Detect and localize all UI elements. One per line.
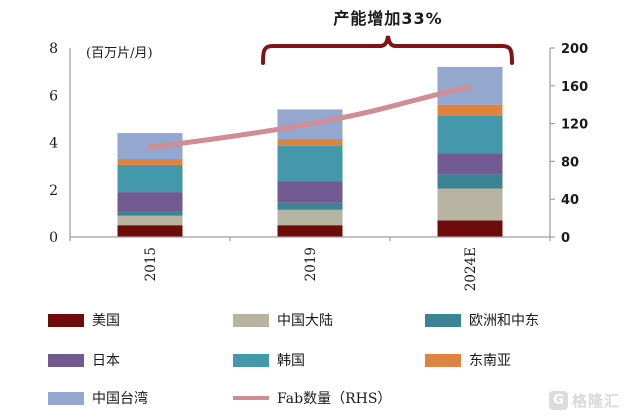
legend-label: 欧洲和中东: [469, 313, 539, 329]
legend-color-swatch: [425, 353, 461, 367]
legend-color-swatch: [48, 313, 84, 327]
bar-segment: [277, 181, 343, 203]
bar-segment: [277, 138, 343, 147]
legend-label: 韩国: [277, 353, 305, 369]
legend-color-swatch: [48, 391, 84, 405]
legend-color-swatch: [233, 313, 269, 327]
bar-segment: [437, 115, 503, 154]
legend-color-swatch: [425, 313, 461, 327]
legend-color-swatch: [48, 353, 84, 367]
legend-item: 中国大陆: [233, 310, 333, 330]
legend-label: 美国: [92, 313, 120, 329]
legend-label: 中国台湾: [92, 391, 148, 407]
legend-label: 日本: [92, 353, 120, 369]
legend-item: Fab数量（RHS）: [233, 388, 391, 408]
x-axis-label: 2024E: [463, 247, 479, 291]
left-axis-tick-label: 4: [49, 136, 58, 152]
legend-item: 美国: [48, 310, 120, 330]
x-axis-label: 2019: [303, 247, 319, 281]
bar-segment: [117, 159, 183, 165]
right-axis-tick-label: 120: [561, 118, 588, 133]
watermark: G 格隆汇: [548, 390, 620, 411]
right-axis-tick-label: 200: [561, 42, 588, 57]
bar-segment: [437, 174, 503, 189]
annotation-title: 产能增加33%: [333, 9, 443, 28]
bar-segment: [277, 209, 343, 226]
legend-item: 韩国: [233, 350, 305, 370]
annotation-brace: [261, 35, 514, 65]
legend-label: 中国大陆: [277, 313, 333, 329]
legend-color-swatch: [233, 353, 269, 367]
bar-segment: [277, 202, 343, 210]
legend-line-swatch: [233, 396, 269, 400]
left-axis-tick-label: 2: [49, 183, 58, 199]
legend-item: 日本: [48, 350, 120, 370]
left-axis-unit-label: (百万片/月): [86, 46, 153, 61]
right-axis-tick-label: 160: [561, 80, 588, 95]
legend-label: Fab数量（RHS）: [277, 391, 392, 407]
bar-segment: [117, 164, 183, 193]
watermark-logo-icon: G: [548, 391, 568, 410]
legend-item: 中国台湾: [48, 388, 148, 408]
bar-segment: [117, 192, 183, 212]
legend-item: 欧洲和中东: [425, 310, 539, 330]
legend-item: 东南亚: [425, 350, 511, 370]
right-axis-tick-label: 0: [561, 231, 570, 246]
fab-count-line: [147, 85, 473, 150]
bar-segment: [437, 153, 503, 175]
bar-segment: [437, 104, 503, 116]
bar-segment: [117, 215, 183, 226]
right-axis-tick-label: 80: [561, 155, 579, 170]
bar-segment: [277, 146, 343, 182]
bar-segment: [117, 211, 183, 216]
bar-segment: [437, 220, 503, 237]
left-axis-tick-label: 6: [49, 88, 58, 104]
watermark-text: 格隆汇: [571, 392, 620, 410]
left-axis-tick-label: 0: [49, 230, 58, 246]
bar-segment: [437, 188, 503, 221]
right-axis-tick-label: 40: [561, 193, 579, 208]
bar-segment: [117, 225, 183, 237]
x-axis-label: 2015: [143, 247, 159, 281]
legend-label: 东南亚: [469, 353, 511, 369]
left-axis-tick-label: 8: [49, 41, 58, 57]
bar-segment: [277, 225, 343, 237]
